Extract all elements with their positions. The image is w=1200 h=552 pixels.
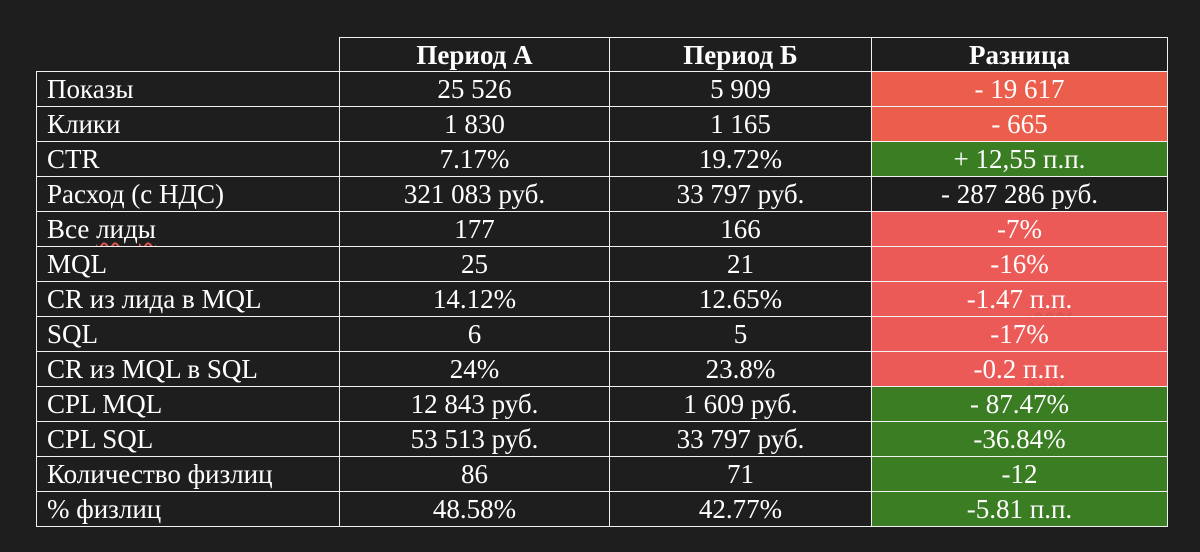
table-row: MQL 25 21 -16% bbox=[36, 246, 1168, 282]
spellcheck-underline: лиды bbox=[96, 214, 156, 244]
period-a-value-cell: 7.17% bbox=[339, 141, 610, 177]
period-b-value-cell: 42.77% bbox=[609, 491, 872, 527]
period-b-value-cell: 1 609 руб. bbox=[609, 386, 872, 422]
difference-value-cell: -12 bbox=[871, 456, 1168, 492]
period-b-value-cell: 5 909 bbox=[609, 71, 872, 107]
metric-label-cell: CR из лида в MQL bbox=[36, 281, 340, 317]
table-row: CPL SQL 53 513 руб. 33 797 руб. -36.84% bbox=[36, 421, 1168, 457]
metric-label-cell: Клики bbox=[36, 106, 340, 142]
period-a-value-cell: 25 bbox=[339, 246, 610, 282]
difference-value-cell: - 19 617 bbox=[871, 71, 1168, 107]
difference-value-cell: -36.84% bbox=[871, 421, 1168, 457]
table-row: Количество физлиц 86 71 -12 bbox=[36, 456, 1168, 492]
period-b-value-cell: 71 bbox=[609, 456, 872, 492]
period-b-value-cell: 33 797 руб. bbox=[609, 176, 872, 212]
difference-value-cell: - 287 286 руб. bbox=[871, 176, 1168, 212]
period-a-value-cell: 12 843 руб. bbox=[339, 386, 610, 422]
difference-value-cell: - 87.47% bbox=[871, 386, 1168, 422]
period-b-value-cell: 19.72% bbox=[609, 141, 872, 177]
header-corner-cell bbox=[36, 37, 340, 72]
metric-label-cell: CR из MQL в SQL bbox=[36, 351, 340, 387]
table-row: Расход (с НДС) 321 083 руб. 33 797 руб. - 2… bbox=[36, 176, 1168, 212]
metric-label-cell: CTR bbox=[36, 141, 340, 177]
difference-value-cell: -5.81 п.п. bbox=[871, 491, 1168, 527]
header-difference: Разница bbox=[871, 37, 1168, 72]
table-row: CR из лида в MQL 14.12% 12.65% -1.47 п.п. bbox=[36, 281, 1168, 317]
metric-label-cell: CPL MQL bbox=[36, 386, 340, 422]
header-row: Период А Период Б Разница bbox=[36, 37, 1168, 72]
difference-value-cell: + 12,55 п.п. bbox=[871, 141, 1168, 177]
difference-value-cell: -16% bbox=[871, 246, 1168, 282]
period-a-value-cell: 25 526 bbox=[339, 71, 610, 107]
table-row: CPL MQL 12 843 руб. 1 609 руб. - 87.47% bbox=[36, 386, 1168, 422]
period-a-value-cell: 177 bbox=[339, 211, 610, 247]
period-a-value-cell: 48.58% bbox=[339, 491, 610, 527]
metric-label-cell: SQL bbox=[36, 316, 340, 352]
period-a-value-cell: 14.12% bbox=[339, 281, 610, 317]
metric-label-cell: % физлиц bbox=[36, 491, 340, 527]
period-b-value-cell: 166 bbox=[609, 211, 872, 247]
metric-label-cell: Показы bbox=[36, 71, 340, 107]
difference-value-cell: -1.47 п.п. bbox=[871, 281, 1168, 317]
period-a-value-cell: 53 513 руб. bbox=[339, 421, 610, 457]
header-period-b: Период Б bbox=[609, 37, 872, 72]
table-row: Все лиды 177 166 -7% bbox=[36, 211, 1168, 247]
period-b-value-cell: 23.8% bbox=[609, 351, 872, 387]
period-a-value-cell: 6 bbox=[339, 316, 610, 352]
metric-label-cell: Количество физлиц bbox=[36, 456, 340, 492]
metric-label-cell: Все лиды bbox=[36, 211, 340, 247]
metric-label-cell: Расход (с НДС) bbox=[36, 176, 340, 212]
comparison-table: Период А Период Б Разница Показы 25 526 5 … bbox=[36, 37, 1168, 527]
table-row: SQL 6 5 -17% bbox=[36, 316, 1168, 352]
period-b-value-cell: 21 bbox=[609, 246, 872, 282]
period-a-value-cell: 321 083 руб. bbox=[339, 176, 610, 212]
difference-value-cell: -17% bbox=[871, 316, 1168, 352]
table-row: Клики 1 830 1 165- 665 bbox=[36, 106, 1168, 142]
period-a-value-cell: 1 830 bbox=[339, 106, 610, 142]
metric-label-cell: MQL bbox=[36, 246, 340, 282]
table-row: CR из MQL в SQL 24% 23.8% -0.2 п.п. bbox=[36, 351, 1168, 387]
metric-label-cell: CPL SQL bbox=[36, 421, 340, 457]
difference-value-cell: - 665 bbox=[871, 106, 1168, 142]
difference-value-cell: -0.2 п.п. bbox=[871, 351, 1168, 387]
table-row: Показы 25 526 5 909- 19 617 bbox=[36, 71, 1168, 107]
period-a-value-cell: 24% bbox=[339, 351, 610, 387]
table-row: CTR 7.17% 19.72% + 12,55 п.п. bbox=[36, 141, 1168, 177]
header-period-a: Период А bbox=[339, 37, 610, 72]
difference-value-cell: -7% bbox=[871, 211, 1168, 247]
table-row: % физлиц 48.58% 42.77% -5.81 п.п. bbox=[36, 491, 1168, 527]
period-b-value-cell: 5 bbox=[609, 316, 872, 352]
period-a-value-cell: 86 bbox=[339, 456, 610, 492]
period-b-value-cell: 33 797 руб. bbox=[609, 421, 872, 457]
spellcheck-underline: п.п. bbox=[1023, 354, 1066, 384]
spellcheck-underline: п.п. bbox=[1029, 284, 1073, 314]
period-b-value-cell: 12.65% bbox=[609, 281, 872, 317]
period-b-value-cell: 1 165 bbox=[609, 106, 872, 142]
